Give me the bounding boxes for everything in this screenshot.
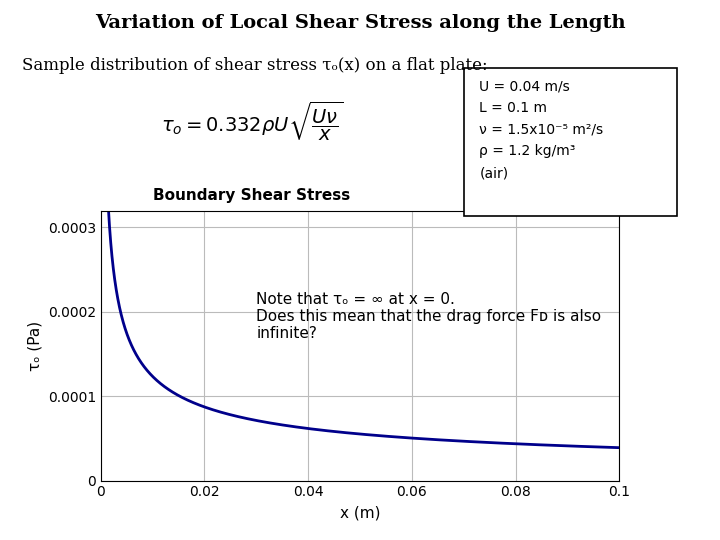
Text: Variation of Local Shear Stress along the Length: Variation of Local Shear Stress along th… (95, 14, 625, 31)
Y-axis label: τₒ (Pa): τₒ (Pa) (27, 321, 42, 370)
X-axis label: x (m): x (m) (340, 505, 380, 520)
Text: Sample distribution of shear stress τₒ(x) on a flat plate:: Sample distribution of shear stress τₒ(x… (22, 57, 487, 73)
Text: Boundary Shear Stress: Boundary Shear Stress (153, 188, 351, 203)
Text: $\tau_o = 0.332\rho U\sqrt{\dfrac{U\nu}{x}}$: $\tau_o = 0.332\rho U\sqrt{\dfrac{U\nu}{… (161, 100, 343, 143)
Text: U = 0.04 m/s
L = 0.1 m
ν = 1.5x10⁻⁵ m²/s
ρ = 1.2 kg/m³
(air): U = 0.04 m/s L = 0.1 m ν = 1.5x10⁻⁵ m²/s… (480, 79, 603, 180)
Text: Note that τₒ = ∞ at x = 0.
Does this mean that the drag force Fᴅ is also
infinit: Note that τₒ = ∞ at x = 0. Does this mea… (256, 292, 601, 341)
